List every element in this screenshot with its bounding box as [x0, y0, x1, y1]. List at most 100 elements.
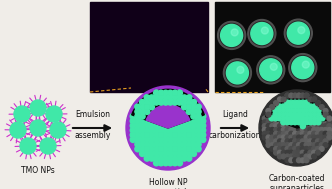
Circle shape — [300, 128, 305, 132]
Circle shape — [168, 100, 173, 105]
Circle shape — [153, 160, 159, 166]
Circle shape — [274, 128, 279, 132]
Circle shape — [191, 114, 197, 119]
Circle shape — [266, 112, 271, 117]
Circle shape — [304, 124, 309, 129]
Circle shape — [191, 123, 197, 129]
Circle shape — [191, 109, 197, 115]
Circle shape — [50, 122, 66, 138]
Circle shape — [200, 114, 206, 119]
Circle shape — [308, 120, 313, 125]
Circle shape — [312, 112, 316, 117]
Circle shape — [304, 105, 309, 109]
Circle shape — [191, 128, 197, 133]
Circle shape — [308, 131, 313, 136]
Circle shape — [319, 139, 324, 144]
Circle shape — [304, 116, 309, 121]
Circle shape — [218, 21, 246, 49]
Circle shape — [149, 95, 154, 101]
Circle shape — [292, 108, 298, 113]
Circle shape — [319, 112, 324, 117]
Circle shape — [300, 150, 305, 155]
Text: Ligand: Ligand — [222, 110, 248, 119]
Circle shape — [300, 154, 305, 159]
Circle shape — [163, 114, 168, 119]
Circle shape — [168, 137, 173, 143]
Circle shape — [135, 109, 140, 115]
Circle shape — [296, 108, 301, 113]
Circle shape — [172, 100, 178, 105]
Circle shape — [312, 104, 317, 109]
Circle shape — [231, 29, 238, 36]
Circle shape — [274, 146, 279, 151]
Circle shape — [144, 142, 150, 147]
Circle shape — [281, 128, 286, 132]
Circle shape — [289, 146, 294, 151]
Circle shape — [196, 132, 201, 138]
Circle shape — [223, 59, 251, 87]
Circle shape — [191, 100, 197, 105]
Circle shape — [261, 27, 268, 34]
Circle shape — [296, 120, 301, 125]
Circle shape — [135, 114, 140, 119]
Circle shape — [292, 57, 314, 79]
Circle shape — [153, 123, 159, 129]
Text: Emulsion: Emulsion — [75, 110, 110, 119]
Circle shape — [196, 109, 201, 115]
Circle shape — [315, 143, 320, 147]
Circle shape — [308, 101, 313, 106]
Circle shape — [289, 139, 294, 144]
Circle shape — [296, 131, 301, 136]
Circle shape — [196, 128, 201, 133]
Circle shape — [182, 95, 187, 101]
Circle shape — [182, 100, 187, 105]
Circle shape — [278, 97, 282, 102]
Circle shape — [149, 100, 154, 105]
Circle shape — [312, 101, 316, 106]
Circle shape — [163, 109, 168, 115]
Circle shape — [266, 143, 271, 147]
Circle shape — [237, 66, 244, 73]
Circle shape — [172, 146, 178, 152]
Circle shape — [183, 36, 197, 51]
Circle shape — [287, 22, 309, 44]
Circle shape — [296, 101, 301, 106]
Circle shape — [114, 10, 128, 24]
Circle shape — [168, 100, 173, 105]
Circle shape — [277, 104, 282, 109]
Circle shape — [296, 158, 301, 163]
Circle shape — [308, 97, 313, 102]
Circle shape — [285, 116, 290, 121]
Circle shape — [153, 118, 159, 124]
Circle shape — [312, 131, 316, 136]
Circle shape — [250, 22, 274, 46]
Circle shape — [191, 109, 197, 115]
Circle shape — [308, 146, 313, 151]
Circle shape — [135, 142, 140, 147]
Circle shape — [270, 116, 275, 121]
Wedge shape — [132, 89, 204, 128]
Circle shape — [191, 142, 197, 147]
Circle shape — [293, 146, 297, 151]
Circle shape — [186, 142, 192, 147]
Circle shape — [296, 112, 301, 117]
Circle shape — [292, 104, 298, 109]
Circle shape — [312, 120, 316, 125]
Circle shape — [158, 114, 164, 119]
Circle shape — [158, 151, 164, 156]
Circle shape — [300, 116, 305, 121]
Circle shape — [278, 105, 282, 109]
Circle shape — [312, 116, 316, 121]
Circle shape — [158, 95, 164, 101]
Circle shape — [177, 90, 183, 96]
Circle shape — [177, 104, 183, 110]
Circle shape — [191, 137, 197, 143]
Circle shape — [273, 116, 278, 121]
Circle shape — [323, 128, 328, 132]
Circle shape — [153, 90, 159, 96]
Circle shape — [300, 135, 305, 140]
Circle shape — [289, 100, 294, 105]
Circle shape — [177, 128, 183, 133]
Circle shape — [172, 118, 178, 124]
Circle shape — [304, 112, 309, 117]
